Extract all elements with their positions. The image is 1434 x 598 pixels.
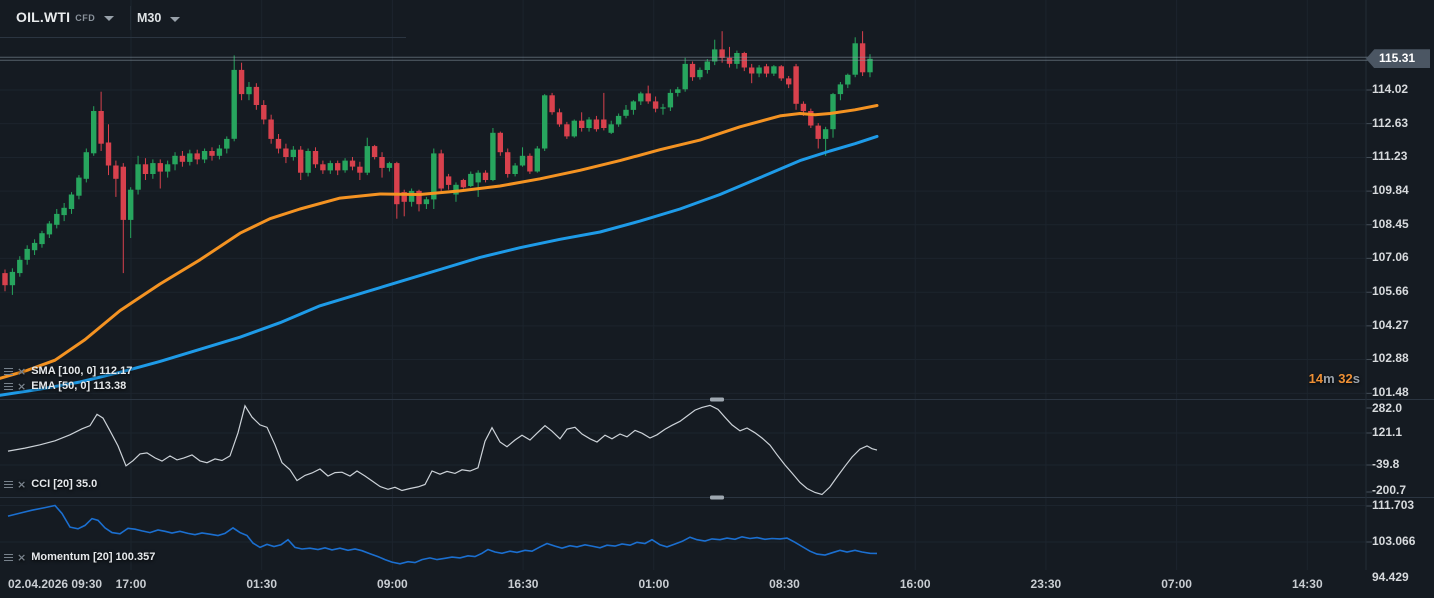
candles <box>2 31 873 295</box>
indicator-controls: × <box>4 477 27 491</box>
time-tick-label: 08:30 <box>769 577 800 591</box>
indicator-remove-icon[interactable]: × <box>17 550 27 564</box>
timeframe-selector[interactable]: M30 <box>137 11 181 25</box>
indicator-settings-icon[interactable] <box>4 480 13 488</box>
time-tick-label: 14:30 <box>1291 577 1323 591</box>
countdown-minutes: 14 <box>1308 371 1324 386</box>
panel-resize-handle[interactable] <box>710 397 724 402</box>
indicator-settings-icon[interactable] <box>4 553 13 561</box>
price-tick-label: 107.06 <box>1372 250 1409 265</box>
symbol-selector[interactable]: OIL.WTI CFD <box>16 9 115 25</box>
price-tick-label: 105.66 <box>1372 284 1409 299</box>
cci-tick-label: 282.0 <box>1372 401 1403 415</box>
time-tick-label: 09:00 <box>377 577 408 591</box>
price-tick-label: 108.45 <box>1372 216 1409 231</box>
price-axis[interactable]: 114.02 112.63 111.23 109.84 108.45 107.06 105.… <box>1367 0 1434 584</box>
momentum-tick-label: 94.429 <box>1372 570 1409 585</box>
toolbar-divider <box>130 6 131 30</box>
time-tick-label: 07:00 <box>1161 577 1192 591</box>
sma-indicator-label: SMA [100, 0] 112.17 <box>31 365 133 377</box>
price-tick-label: 114.02 <box>1372 82 1409 96</box>
chevron-down-icon <box>104 16 115 21</box>
instrument-type-badge: CFD <box>75 13 96 23</box>
time-tick-label: 17:00 <box>115 577 147 591</box>
indicator-row-momentum: × Momentum [20] 100.357 <box>4 551 155 563</box>
indicator-remove-icon[interactable]: × <box>17 477 27 491</box>
toolbar-underline <box>0 37 406 38</box>
cci-indicator-label: CCI [20] 35.0 <box>31 478 98 490</box>
ema-indicator-label: EMA [50, 0] 113.38 <box>31 380 127 392</box>
chart-canvas[interactable] <box>0 0 1434 570</box>
momentum-tick-label: 111.703 <box>1372 498 1415 512</box>
cci-tick-label: 121.1 <box>1372 425 1403 439</box>
countdown-seconds-unit: s <box>1352 371 1360 386</box>
indicator-row-sma: × SMA [100, 0] 112.17 <box>4 365 132 377</box>
price-tick-label: 112.63 <box>1372 115 1409 130</box>
time-tick-label: 02.04.2026 09:30 <box>8 577 103 591</box>
price-tick-label: 109.84 <box>1372 183 1409 198</box>
indicator-remove-icon[interactable]: × <box>17 364 27 378</box>
indicator-remove-icon[interactable]: × <box>17 379 27 393</box>
current-price-tag: 115.31 <box>1366 49 1430 69</box>
time-tick-label: 01:30 <box>246 577 278 591</box>
price-tick-label: 102.88 <box>1372 351 1409 366</box>
panel-resize-handle[interactable] <box>710 495 724 500</box>
momentum-tick-label: 103.066 <box>1372 534 1416 548</box>
indicator-controls: × <box>4 364 27 378</box>
price-tick-label: 101.48 <box>1372 385 1409 400</box>
time-axis[interactable]: 02.04.2026 09:30 17:00 01:30 09:00 16:30 01:0… <box>0 571 1434 598</box>
time-tick-label: 01:00 <box>638 577 670 591</box>
time-tick-label: 16:00 <box>899 577 931 591</box>
cci-tick-label: -200.7 <box>1372 483 1407 497</box>
timeframe-value: M30 <box>137 11 162 25</box>
chart-toolbar: OIL.WTI CFD M30 <box>0 0 406 37</box>
price-tick-label: 111.23 <box>1372 149 1408 164</box>
indicator-row-cci: × CCI [20] 35.0 <box>4 478 97 490</box>
symbol-name: OIL.WTI <box>16 9 71 25</box>
countdown-seconds: 32 <box>1338 371 1353 386</box>
candle-countdown-timer: 14m 32s <box>1240 371 1360 386</box>
countdown-minutes-unit: m <box>1323 371 1335 386</box>
indicator-controls: × <box>4 550 27 564</box>
chevron-down-icon <box>170 17 181 22</box>
indicator-row-ema: × EMA [50, 0] 113.38 <box>4 380 126 392</box>
time-tick-label: 23:30 <box>1030 577 1062 591</box>
price-tick-label: 104.27 <box>1372 317 1409 332</box>
indicator-settings-icon[interactable] <box>4 382 13 390</box>
cci-tick-label: -39.8 <box>1372 456 1400 471</box>
indicator-settings-icon[interactable] <box>4 367 13 375</box>
indicator-controls: × <box>4 379 27 393</box>
momentum-indicator-label: Momentum [20] 100.357 <box>31 551 156 563</box>
time-tick-label: 16:30 <box>507 577 539 591</box>
